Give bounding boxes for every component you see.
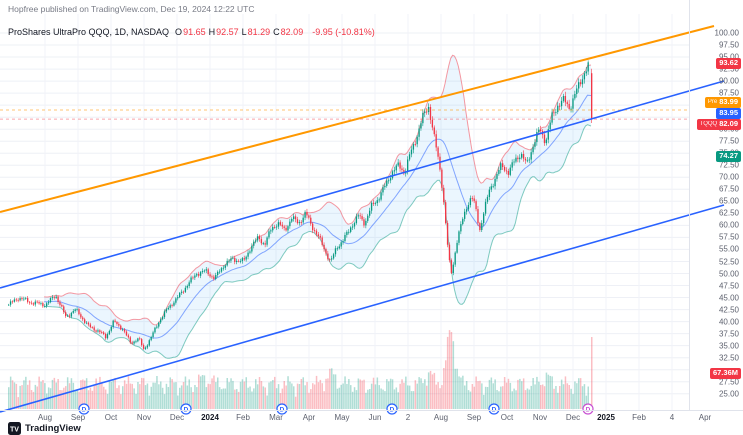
price-tick-label: 42.50 (718, 305, 739, 315)
time-axis-label: 2 (405, 413, 411, 422)
time-axis-label: Feb (236, 413, 250, 422)
price-tick-label: 67.50 (718, 184, 739, 194)
time-axis-label: Oct (500, 413, 514, 422)
premarket-tag: Pre 83.99 (704, 97, 741, 108)
time-axis-label: Dec (565, 413, 581, 422)
price-tick-label: 52.50 (718, 257, 739, 266)
time-axis-label: Aug (37, 413, 53, 422)
tradingview-wordmark: TradingView (25, 423, 81, 434)
price-tick-label: 45.00 (718, 293, 739, 302)
publish-info: Hopfree published on TradingView.com, De… (8, 4, 255, 14)
time-axis-label: Nov (532, 413, 548, 422)
channel-lower-line[interactable] (0, 204, 725, 413)
time-axis-label: Dec (169, 413, 185, 422)
candles-layer (8, 60, 593, 350)
price-tick-label: 77.50 (718, 136, 739, 146)
bollinger-upper-line (44, 54, 592, 326)
bb-upper-tag: 93.62 (716, 58, 741, 69)
time-axis-label: Nov (136, 413, 152, 422)
time-axis-label: Sep (466, 413, 482, 422)
time-axis-label: 4 (669, 413, 675, 422)
tradingview-logo[interactable]: TV TradingView (8, 422, 81, 435)
channel-upper-line[interactable] (0, 80, 725, 289)
tradingview-icon: TV (8, 422, 21, 435)
volume-tag: 67.36M (709, 368, 741, 379)
price-tick-label: 47.50 (718, 281, 739, 290)
symbol-title: ProShares UltraPro QQQ, 1D, NASDAQ (8, 27, 170, 37)
time-axis-label: 2024 (201, 413, 219, 422)
price-tick-label: 32.50 (718, 353, 739, 363)
price-tick-label: 35.00 (718, 341, 739, 351)
price-tick-label: 90.00 (718, 76, 739, 86)
orange-resistance-line[interactable] (0, 25, 715, 213)
price-tick-label: 60.00 (718, 220, 739, 230)
price-axis[interactable]: 100.0097.5095.0092.5090.0087.5080.0077.5… (689, 0, 743, 410)
bollinger-basis-line (44, 94, 592, 339)
time-axis-label: Sep (70, 413, 86, 422)
price-tick-label: 100.00 (714, 28, 739, 38)
svg-text:TV: TV (10, 427, 19, 434)
time-axis-label: Aug (433, 413, 449, 422)
price-tick-label: 55.00 (718, 244, 739, 254)
bb-lower-tag: 74.27 (716, 151, 741, 162)
time-axis-label: Oct (104, 413, 118, 422)
time-axis-label: Mar (269, 413, 283, 422)
time-axis[interactable]: Aug Sep Oct Nov Dec 2024 Feb Mar Apr May Jun 2 Aug Se… (0, 410, 743, 426)
plot-content[interactable] (0, 54, 689, 409)
price-tick-label: 87.50 (718, 88, 739, 98)
price-tick-label: 27.50 (718, 377, 739, 387)
price-tick-label: 70.00 (718, 172, 739, 182)
price-tick-label: 62.50 (718, 208, 739, 218)
price-tick-label: 72.50 (718, 160, 739, 170)
ohlc-item: H 92.57 (208, 27, 239, 37)
ohlc-values: O 91.65 H 92.57 L 81.29 C 82.09 (175, 27, 306, 37)
premarket-tag-prefix: Pre (707, 98, 718, 105)
price-tick-label: 95.00 (718, 52, 739, 62)
price-tick-label: 92.50 (718, 64, 739, 74)
price-tick-label: 97.50 (718, 40, 739, 50)
price-tick-label: 50.00 (718, 269, 739, 278)
price-tick-label: 57.50 (718, 232, 739, 242)
price-tick-label: 25.00 (718, 389, 739, 399)
price-tick-label: 65.00 (718, 196, 739, 206)
change-value: -9.95 (-10.81%) (312, 27, 375, 37)
ohlc-item: L 81.29 (241, 27, 271, 37)
bollinger-fill (44, 55, 592, 359)
volume-layer (8, 330, 593, 409)
price-tick-label: 37.50 (718, 329, 739, 339)
time-axis-label: Apr (698, 413, 712, 422)
time-axis-label: Apr (302, 413, 316, 422)
bb-basis-tag: 83.95 (716, 108, 741, 119)
ohlc-item: C 82.09 (273, 27, 304, 37)
last-price-tag-prefix: TQQQ (699, 120, 718, 127)
symbol-legend: ProShares UltraPro QQQ, 1D, NASDAQ O 91.6… (8, 27, 375, 37)
time-axis-label: May (334, 413, 350, 422)
time-axis-label: 2025 (597, 413, 615, 422)
last-price-tag: TQQQ 82.09 (696, 119, 741, 130)
ohlc-item: O 91.65 (175, 27, 206, 37)
price-tick-label: 40.00 (718, 317, 739, 327)
time-axis-label: Jun (368, 413, 382, 422)
time-axis-label: Feb (632, 413, 646, 422)
